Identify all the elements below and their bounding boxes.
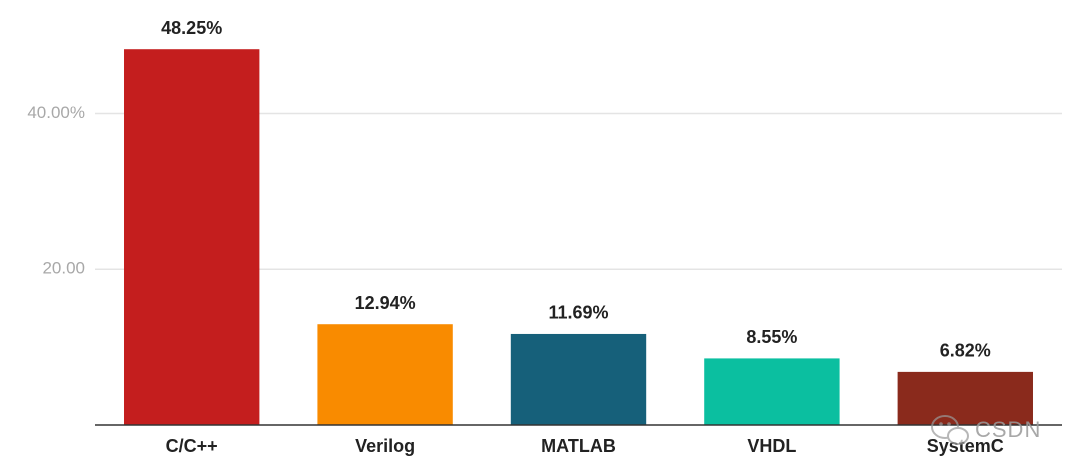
watermark: CSDN [975, 417, 1041, 442]
y-tick-label: 20.00 [42, 259, 85, 278]
x-tick-label: C/C++ [166, 436, 218, 456]
bar [317, 324, 453, 425]
x-tick-label: SystemC [927, 436, 1004, 456]
x-tick-label: MATLAB [541, 436, 616, 456]
watermark-icon [931, 415, 969, 445]
value-label: 8.55% [746, 327, 797, 347]
x-tick-label: VHDL [747, 436, 796, 456]
value-label: 48.25% [161, 18, 222, 38]
value-label: 12.94% [355, 293, 416, 313]
value-label: 11.69% [548, 303, 608, 323]
y-tick-label: 40.00% [27, 103, 85, 122]
bar [124, 49, 260, 426]
value-label: 6.82% [940, 341, 991, 361]
x-tick-label: Verilog [355, 436, 415, 456]
bar [510, 333, 647, 425]
bar [704, 358, 840, 425]
bar [897, 371, 1033, 425]
